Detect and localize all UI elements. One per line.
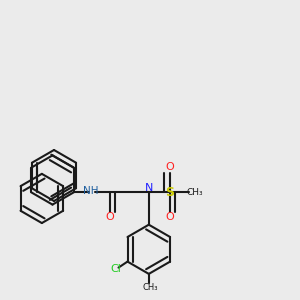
Text: CH₃: CH₃ xyxy=(186,188,203,197)
Text: O: O xyxy=(105,212,114,222)
Text: N: N xyxy=(145,183,153,193)
Text: S: S xyxy=(165,186,174,199)
Text: O: O xyxy=(165,162,174,172)
Text: NH: NH xyxy=(82,186,98,196)
Text: CH₃: CH₃ xyxy=(142,283,158,292)
Text: Cl: Cl xyxy=(110,264,121,274)
Text: O: O xyxy=(165,212,174,222)
